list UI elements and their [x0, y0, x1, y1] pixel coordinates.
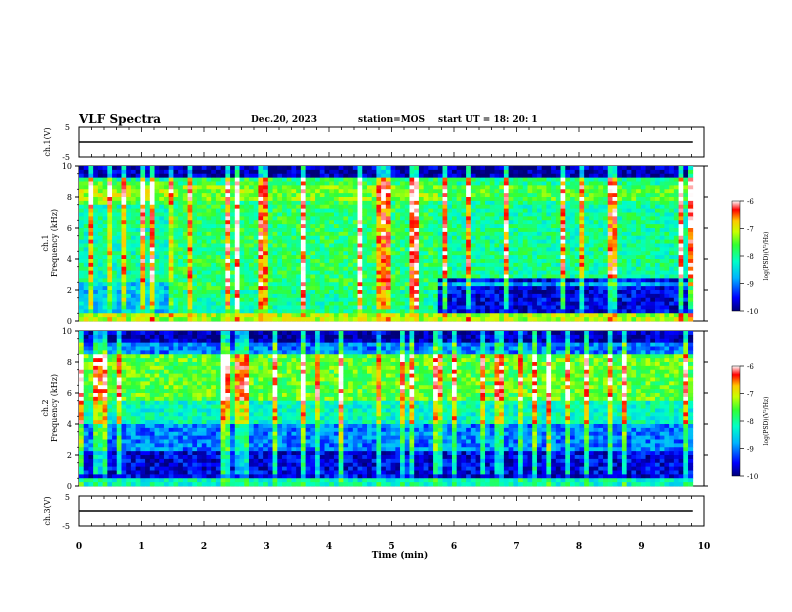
ch1-voltage-panel: 5 -5 ch.1(V) — [43, 123, 705, 162]
colorbar-tick-label: -8 — [747, 253, 754, 261]
colorbar-tick-label: -10 — [747, 473, 758, 481]
frequency-tick-label: 0 — [67, 317, 72, 326]
frequency-tick-label: 0 — [67, 482, 72, 491]
ch2-colorbar-ticks: -6 -7 -8 -9 -10 — [740, 363, 758, 481]
ch2-colorbar-label: log(PSD)(V²/Hz) — [763, 397, 770, 446]
frequency-tick-label: 2 — [67, 451, 72, 460]
ch1-colorbar-ticks: -6 -7 -8 -9 -10 — [740, 198, 758, 316]
header-start-time: start UT = 18: 20: 1 — [438, 115, 538, 125]
colorbar-tick-label: -6 — [747, 198, 754, 206]
ch1-colorbar-gradient — [731, 200, 741, 312]
frequency-tick-label: 4 — [67, 255, 72, 264]
colorbar-tick-label: -8 — [747, 418, 754, 426]
colorbar-tick-label: -10 — [747, 308, 758, 316]
ch1-colorbar-label: log(PSD)(V²/Hz) — [763, 232, 770, 281]
header-station: station=MOS — [358, 115, 426, 125]
frequency-tick-label: 10 — [62, 327, 72, 336]
frequency-tick-label: 6 — [67, 389, 72, 398]
time-tick-label: 8 — [576, 542, 582, 552]
time-tick-label: 5 — [388, 542, 394, 552]
frequency-tick-label: 10 — [62, 162, 72, 171]
ch3-ytick-top: 5 — [65, 493, 70, 502]
ch2-spectrogram-image — [79, 331, 694, 487]
colorbar-tick-label: -6 — [747, 363, 754, 371]
time-tick-label: 9 — [638, 542, 644, 552]
frequency-tick-label: 8 — [67, 193, 72, 202]
ch1-ytick-top: 5 — [65, 123, 70, 132]
ch3-ytick-bottom: -5 — [62, 522, 70, 531]
time-tick-label: 7 — [513, 542, 519, 552]
frequency-tick-label: 4 — [67, 420, 72, 429]
ch1-channel-label: ch.1 — [41, 234, 50, 251]
header-date: Dec.20, 2023 — [251, 115, 317, 125]
ch2-spectrogram-ylabel: Frequency (kHz) — [50, 374, 59, 442]
time-tick-label: 4 — [326, 542, 332, 552]
ch3-voltage-ylabel: ch.3(V) — [43, 496, 52, 525]
ch3-voltage-panel: 5 -5 ch.3(V) 0 1 2 3 4 5 6 7 8 9 10 Time (min) — [43, 493, 710, 561]
ch2-colorbar: -6 -7 -8 -9 -10 log(PSD)(V²/Hz) — [731, 363, 770, 481]
ch1-spectrogram-axis: 0 2 4 6 8 10 — [62, 162, 708, 326]
ch2-channel-label: ch.2 — [41, 399, 50, 416]
ch3-voltage-xticks — [78, 496, 705, 526]
colorbar-tick-label: -9 — [747, 281, 754, 289]
time-tick-label: 6 — [451, 542, 457, 552]
time-tick-label: 1 — [138, 542, 144, 552]
time-tick-label: 2 — [201, 542, 207, 552]
time-axis-tick-labels: 0 1 2 3 4 5 6 7 8 9 10 — [76, 542, 710, 552]
time-axis-label: Time (min) — [372, 550, 429, 561]
colorbar-tick-label: -9 — [747, 446, 754, 454]
frequency-tick-label: 8 — [67, 358, 72, 367]
colorbar-tick-label: -7 — [747, 226, 754, 234]
colorbar-tick-label: -7 — [747, 391, 754, 399]
ch1-voltage-ylabel: ch.1(V) — [43, 127, 52, 156]
ch1-voltage-xticks — [78, 127, 705, 157]
time-tick-label: 0 — [76, 542, 82, 552]
ch1-ytick-bottom: -5 — [62, 153, 70, 162]
ch1-spectrogram-panel: 0 2 4 6 8 10 ch.1 Frequency (kHz) -6 -7 -8 -9 -10… — [41, 162, 770, 326]
ch1-spectrogram-ylabel: Frequency (kHz) — [50, 209, 59, 277]
ch1-colorbar: -6 -7 -8 -9 -10 log(PSD)(V²/Hz) — [731, 198, 770, 316]
ch2-colorbar-gradient — [731, 365, 741, 477]
ch1-spectrogram-image — [79, 166, 694, 322]
time-tick-label: 3 — [263, 542, 269, 552]
frequency-tick-label: 2 — [67, 286, 72, 295]
ch2-spectrogram-panel: 0 2 4 6 8 10 ch.2 Frequency (kHz) -6 -7 -8 -9 -10… — [41, 327, 770, 491]
figure-title: VLF Spectra — [79, 112, 162, 126]
time-tick-label: 10 — [698, 542, 711, 552]
ch2-spectrogram-axis: 0 2 4 6 8 10 — [62, 327, 708, 491]
frequency-tick-label: 6 — [67, 224, 72, 233]
